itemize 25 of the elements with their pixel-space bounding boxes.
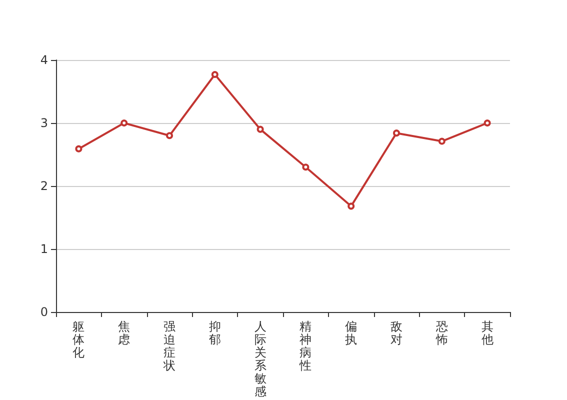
x-tick-label: 其他 — [481, 320, 494, 346]
point — [393, 130, 400, 137]
y-tick-label: 4 — [40, 53, 48, 67]
x-tick-label: 精神病性 — [298, 320, 312, 372]
x-tick-label: 焦虑 — [118, 320, 130, 346]
x-tick-label: 躯体化 — [72, 320, 85, 360]
point — [211, 70, 218, 78]
y-tick-label: 3 — [40, 116, 48, 130]
x-tick-label: 强迫症状 — [162, 320, 176, 372]
x-tick-label: 恐怖 — [434, 320, 448, 346]
point — [302, 164, 310, 171]
y-tick-label: 1 — [40, 242, 48, 256]
x-tick-label: 偏执 — [345, 320, 358, 346]
x-tick-label: 人际关系敏感 — [254, 320, 266, 398]
y-tick-label: 0 — [40, 305, 48, 319]
point — [348, 202, 355, 210]
point — [256, 126, 264, 133]
point — [120, 120, 128, 126]
point — [438, 138, 446, 145]
point — [166, 132, 173, 140]
y-tick-label: 2 — [40, 179, 48, 193]
x-tick-label: 抑郁 — [208, 320, 221, 346]
point — [484, 120, 491, 126]
point — [75, 145, 82, 152]
x-tick-label: 敌对 — [390, 320, 402, 346]
